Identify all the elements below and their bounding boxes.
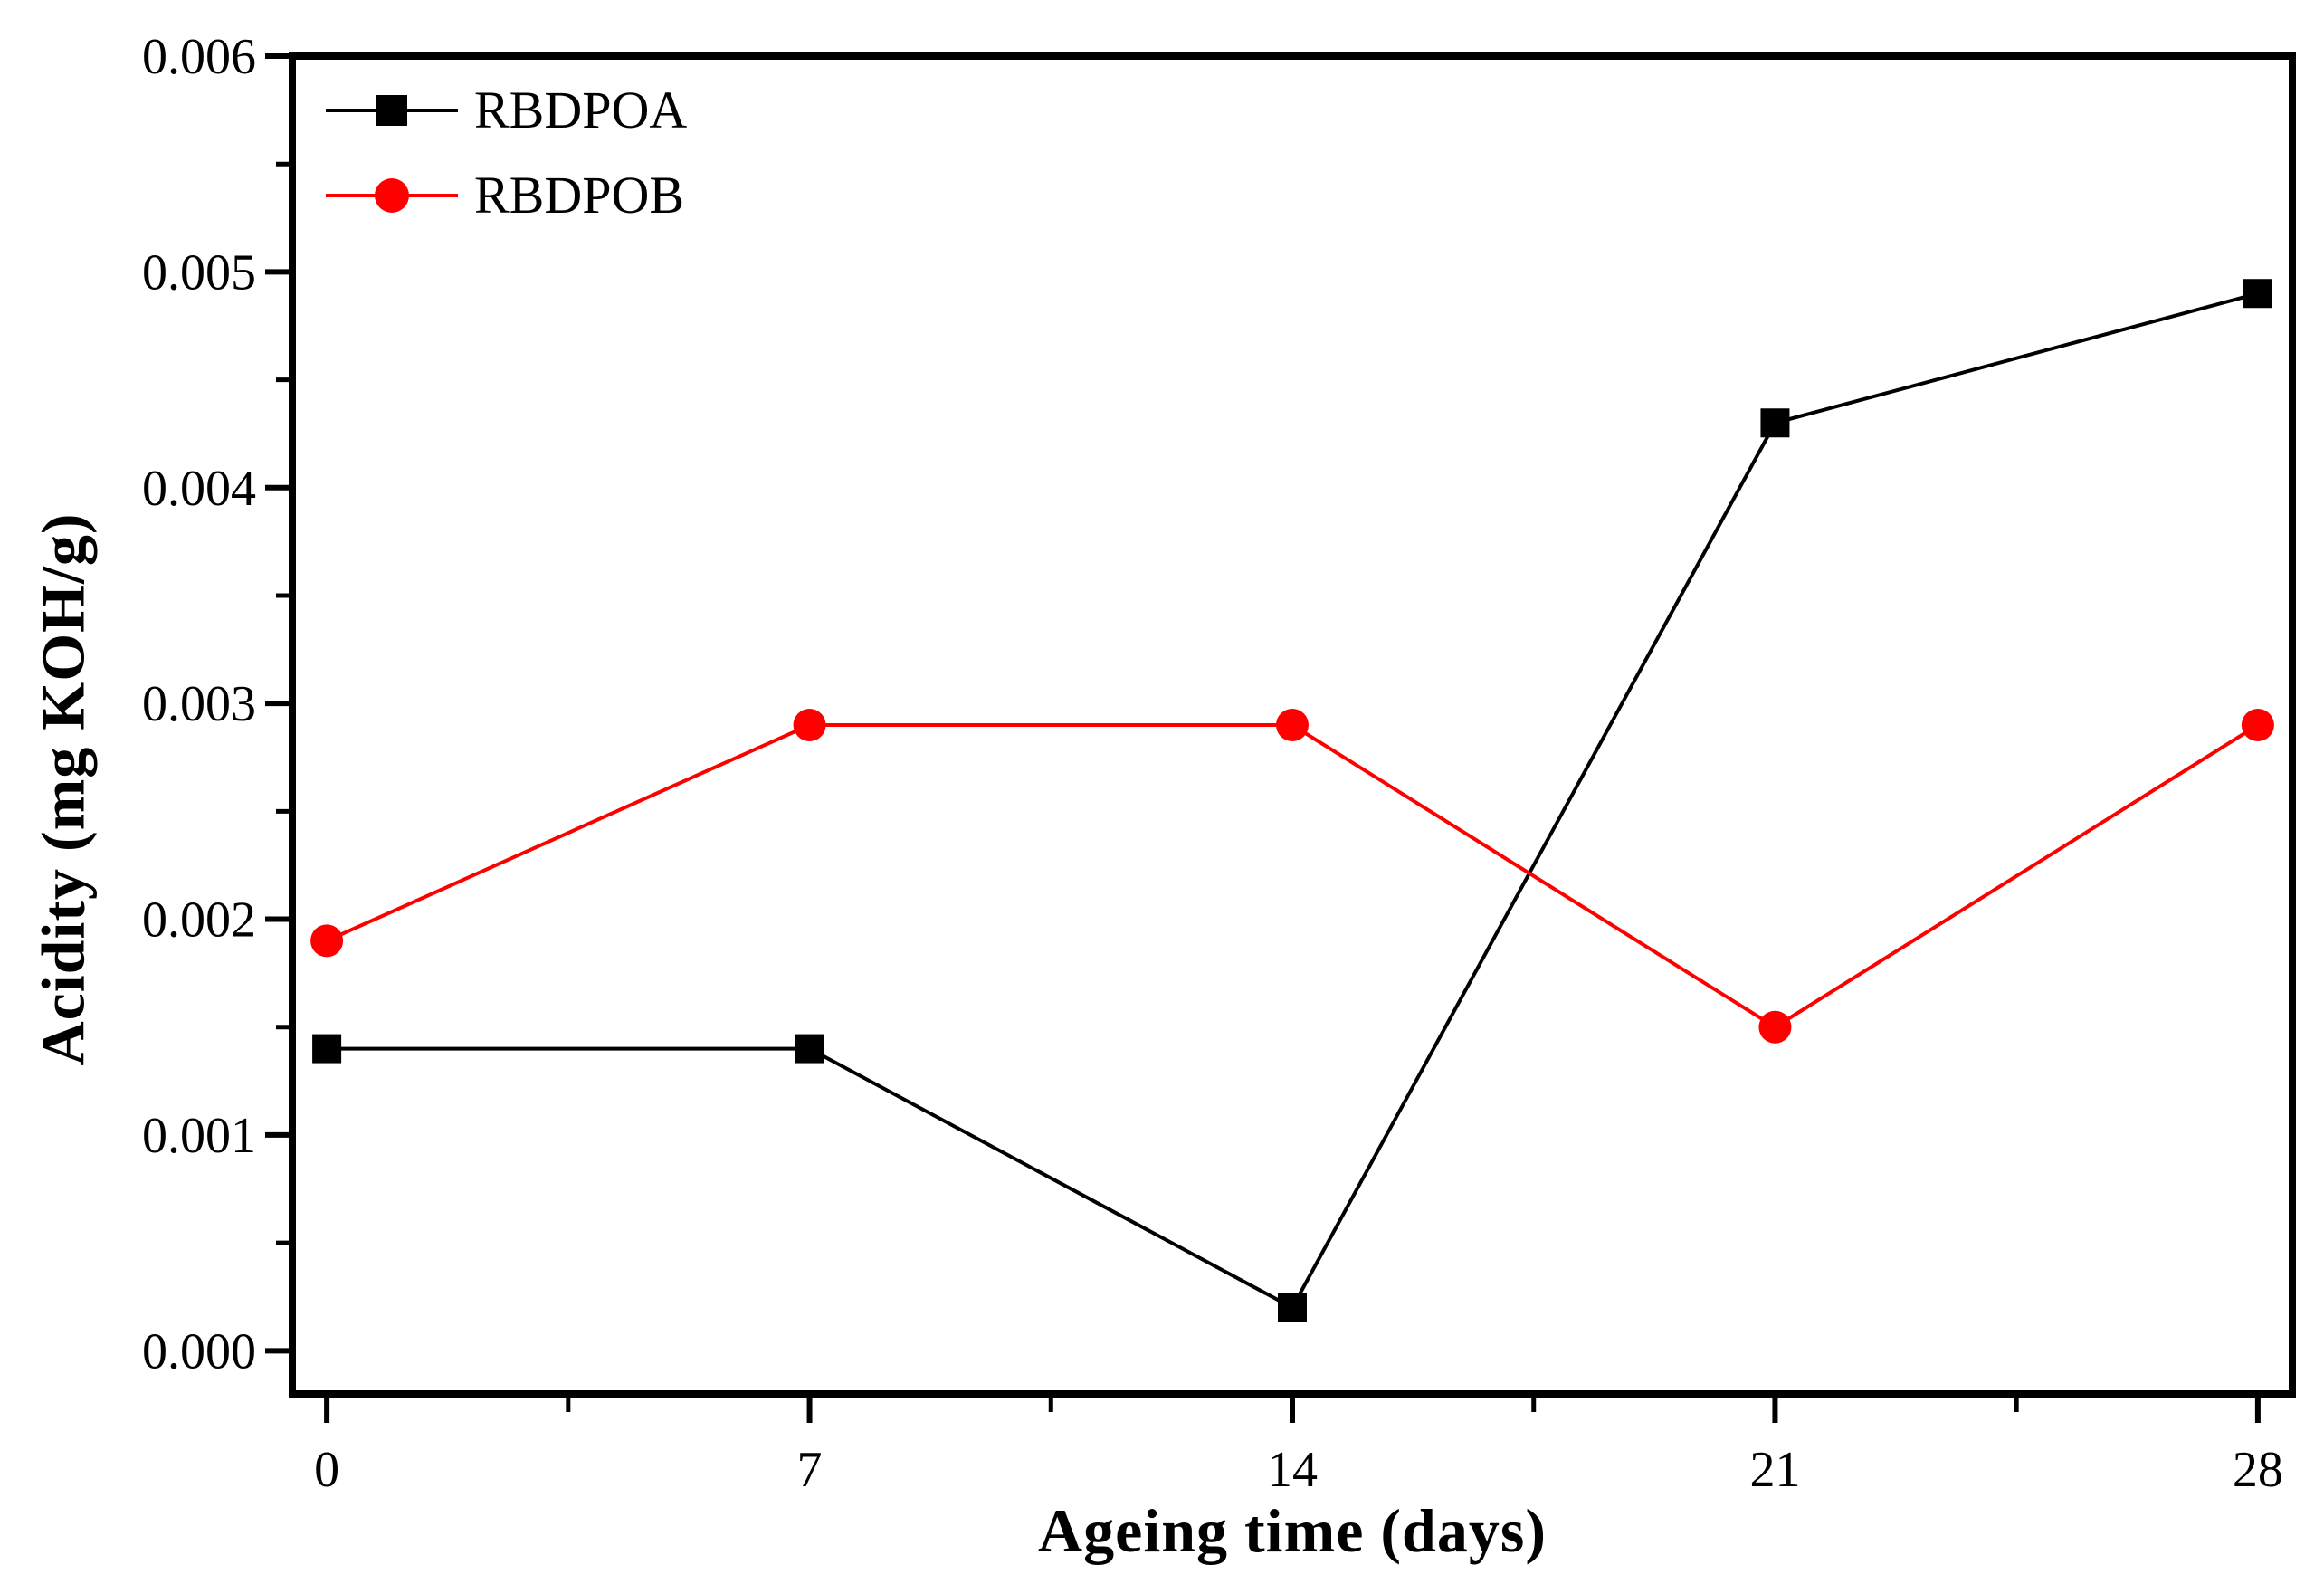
legend-square-marker-icon [376,95,407,126]
data-point-rbdpob-day7 [793,709,826,741]
plot-border [289,52,2296,1398]
x-tick-label: 21 [1749,1442,1800,1498]
y-tick-label: 0.000 [142,1323,256,1379]
data-point-rbdpob-day28 [2241,709,2274,741]
x-tick-label: 14 [1267,1442,1318,1498]
data-point-rbdpoa-day0 [312,1034,342,1064]
data-point-rbdpob-day21 [1758,1010,1792,1044]
legend-item-rbdpob: RBDPOB [324,153,687,238]
legend-label-rbdpob: RBDPOB [474,166,685,224]
series-line-rbdpob [326,723,2259,1030]
data-point-rbdpoa-day14 [1278,1293,1307,1322]
data-point-rbdpoa-day28 [2243,279,2272,309]
x-axis-title: Ageing time (days) [1038,1496,1547,1565]
y-tick-label: 0.001 [142,1108,256,1164]
legend-sample-rbdpob [326,178,458,213]
y-tick-label: 0.002 [142,892,256,949]
data-point-rbdpob-day0 [310,924,344,958]
data-point-rbdpoa-day7 [795,1034,824,1064]
x-tick-label: 28 [2233,1442,2283,1498]
legend-sample-rbdpoa [326,95,458,126]
y-tick-label: 0.005 [142,244,256,301]
data-point-rbdpoa-day21 [1760,408,1790,438]
legend: RBDPOA RBDPOB [324,68,687,238]
legend-label-rbdpoa: RBDPOA [474,81,688,139]
data-point-rbdpob-day14 [1276,709,1309,741]
y-tick-label: 0.003 [142,676,256,732]
legend-item-rbdpoa: RBDPOA [324,68,687,153]
y-axis-title: Acidity (mg KOH/g) [28,512,98,1066]
y-tick-label: 0.004 [142,461,256,517]
x-tick-label: 0 [314,1442,339,1498]
legend-circle-marker-icon [375,178,409,213]
y-tick-label: 0.006 [142,29,256,85]
series-line-rbdpoa [327,291,2259,1311]
x-tick-label: 7 [797,1442,823,1498]
